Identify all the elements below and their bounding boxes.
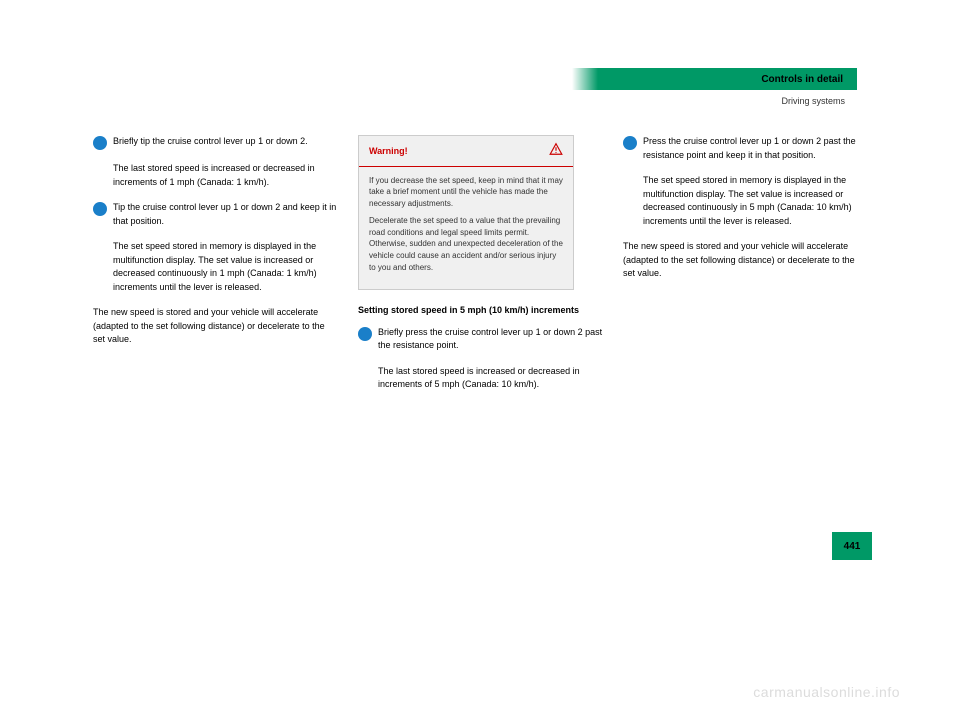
step-bullet-icon (93, 136, 107, 150)
paragraph: The new speed is stored and your vehicle… (93, 306, 338, 347)
header-title: Controls in detail (761, 74, 843, 85)
content-columns: Briefly tip the cruise control lever up … (85, 135, 875, 404)
step-text: Briefly press the cruise control lever u… (378, 326, 603, 353)
warning-triangle-icon (549, 142, 563, 162)
warning-title: Warning! (369, 145, 408, 159)
watermark-text: carmanualsonline.info (753, 684, 900, 700)
result-text: The last stored speed is increased or de… (358, 365, 603, 392)
step-bullet-icon (358, 327, 372, 341)
column-1: Briefly tip the cruise control lever up … (93, 135, 338, 404)
step-text: Briefly tip the cruise control lever up … (113, 135, 338, 149)
manual-page: Controls in detail Driving systems Brief… (85, 40, 875, 600)
warning-body: If you decrease the set speed, keep in m… (359, 167, 573, 290)
warning-paragraph: If you decrease the set speed, keep in m… (369, 175, 563, 210)
warning-header: Warning! (359, 136, 573, 167)
warning-box: Warning! If you decrease the set speed, … (358, 135, 574, 290)
page-number: 441 (844, 541, 861, 552)
warning-paragraph: Decelerate the set speed to a value that… (369, 215, 563, 273)
list-item: Briefly tip the cruise control lever up … (93, 135, 338, 150)
column-2: Warning! If you decrease the set speed, … (358, 135, 603, 404)
step-text: Tip the cruise control lever up 1 or dow… (113, 201, 338, 228)
step-bullet-icon (93, 202, 107, 216)
column-3: Press the cruise control lever up 1 or d… (623, 135, 868, 404)
result-text: The last stored speed is increased or de… (93, 162, 338, 189)
step-bullet-icon (623, 136, 637, 150)
result-text: The set speed stored in memory is displa… (93, 240, 338, 294)
page-number-badge: 441 (832, 532, 872, 560)
paragraph: The new speed is stored and your vehicle… (623, 240, 868, 281)
header-subtitle: Driving systems (781, 96, 845, 106)
list-item: Briefly press the cruise control lever u… (358, 326, 603, 353)
section-heading: Setting stored speed in 5 mph (10 km/h) … (358, 304, 603, 318)
result-text: The set speed stored in memory is displa… (623, 174, 868, 228)
step-text: Press the cruise control lever up 1 or d… (643, 135, 868, 162)
header-bar: Controls in detail (585, 68, 857, 90)
list-item: Tip the cruise control lever up 1 or dow… (93, 201, 338, 228)
list-item: Press the cruise control lever up 1 or d… (623, 135, 868, 162)
